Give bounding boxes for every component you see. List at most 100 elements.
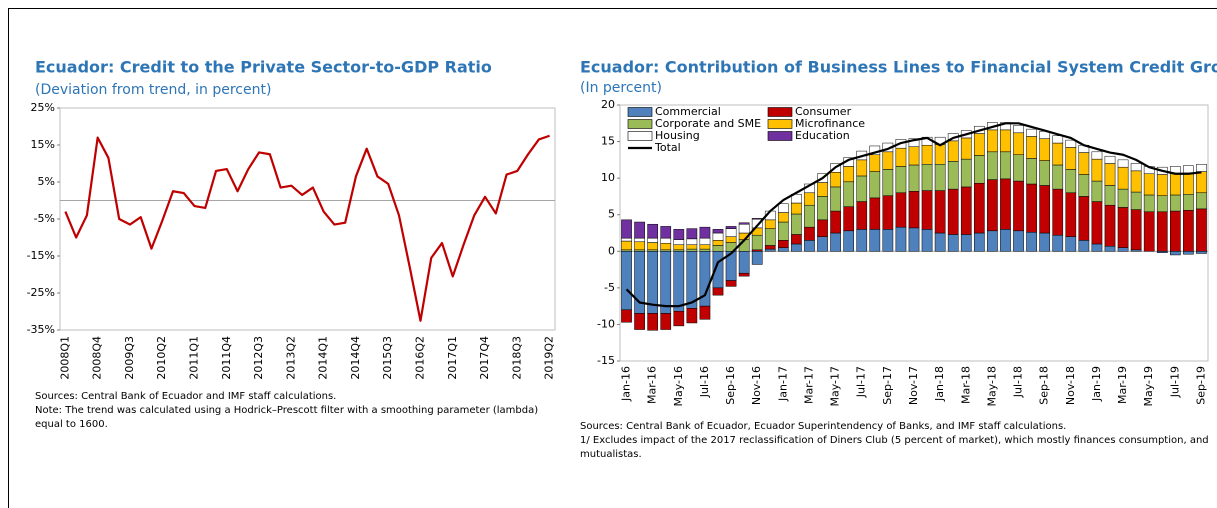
bar-segment [791,193,802,204]
bar-segment [1052,142,1064,166]
bar-segment [660,251,672,314]
bar-segment [987,151,998,180]
bar-segment [712,232,724,241]
y-tick-label: -15% [27,249,55,262]
bar-segment [1065,236,1077,252]
bar-segment [908,146,920,166]
bar-segment [1039,232,1051,252]
bar-segment [621,219,632,239]
bar-segment [1091,158,1103,182]
bar-segment [895,166,907,194]
bar-segment [1052,135,1064,144]
bar-segment [764,248,776,252]
y-tick-label: -10 [597,317,615,330]
bar-segment [1117,207,1129,248]
bar-segment [1091,243,1103,252]
bar-segment [621,237,632,242]
x-tick-label: 2017Q1 [446,336,459,380]
bar-segment [712,287,724,296]
x-tick-label: 2019Q2 [543,336,556,380]
bar-segment [1026,158,1037,185]
legend-label: Education [795,129,850,142]
bar-segment [1183,193,1194,211]
bar-segment [960,234,972,252]
bar-segment [634,241,645,251]
x-tick-label: 2012Q3 [252,336,265,380]
chart-subtitle: (Deviation from trend, in percent) [35,82,271,98]
y-tick-label: 20 [601,98,615,111]
bar-segment [804,192,815,206]
bar-segment [856,175,868,202]
bar-segment [869,154,881,172]
x-tick-label: Sep-16 [724,366,737,405]
bar-segment [777,203,789,213]
x-tick-label: 2011Q4 [220,336,233,380]
bar-segment [673,251,685,312]
bar-segment [751,218,763,220]
bar-segment [1065,192,1077,237]
bar-segment [1130,209,1142,251]
bar-segment [1183,251,1194,255]
bar-segment [634,237,645,243]
x-tick-label: 2018Q3 [510,336,523,380]
bar-segment [1026,232,1037,252]
legend-swatch [627,107,653,117]
bar-segment [686,248,698,252]
x-tick-label: Jan-19 [1090,366,1103,402]
bar-segment [830,210,841,234]
bar-segment [777,221,789,241]
bar-segment [791,234,802,245]
note: Sources: Central Bank of Ecuador, Ecuado… [580,421,1067,432]
x-tick-label: Nov-16 [750,366,763,405]
bar-segment [647,242,659,251]
bar-segment [817,236,828,252]
bar-segment [856,159,868,177]
bar-segment [764,228,776,246]
bar-segment [1196,192,1207,210]
chart-subtitle: (In percent) [580,80,662,96]
bar-segment [1169,210,1181,252]
y-tick-label: 5% [38,175,55,188]
chart-title: Ecuador: Contribution of Business Lines … [580,58,1217,77]
bar-segment [1091,201,1103,245]
bar-segment [1196,251,1207,254]
x-tick-label: 2008Q4 [91,336,104,380]
bar-segment [699,248,711,252]
bar-segment [1013,154,1024,182]
bar-segment [908,191,920,229]
bar-segment [1052,188,1064,236]
bar-segment [843,206,855,232]
bar-segment [751,251,763,265]
bar-segment [686,244,698,250]
bar-segment [1000,151,1011,180]
bar-segment [804,204,815,228]
x-tick-label: Mar-17 [802,366,815,404]
x-tick-label: May-16 [672,366,685,407]
bar-segment [804,240,815,252]
y-tick-label: -15 [597,354,615,367]
note: Sources: Central Bank of Ecuador and IMF… [35,391,337,402]
bar-segment [1104,185,1116,206]
bar-segment [973,133,985,156]
x-tick-label: Jul-17 [855,366,868,398]
bar-segment [921,144,933,165]
bar-segment [660,313,672,330]
bar-segment [1104,245,1116,252]
bar-segment [934,232,946,252]
bar-segment [830,186,841,212]
bar-segment [1117,166,1129,190]
bar-segment [934,190,946,234]
x-tick-label: Nov-17 [907,366,920,405]
bar-segment [725,228,737,237]
bar-segment [869,229,881,252]
bar-segment [1169,251,1181,256]
bar-segment [751,234,763,251]
bar-segment [660,237,672,244]
bar-segment [1013,132,1024,155]
bar-segment [843,166,855,183]
x-tick-label: 2008Q1 [58,336,71,380]
bar-segment [987,230,998,252]
bar-segment [777,240,789,248]
y-tick-label: -5% [34,212,55,225]
